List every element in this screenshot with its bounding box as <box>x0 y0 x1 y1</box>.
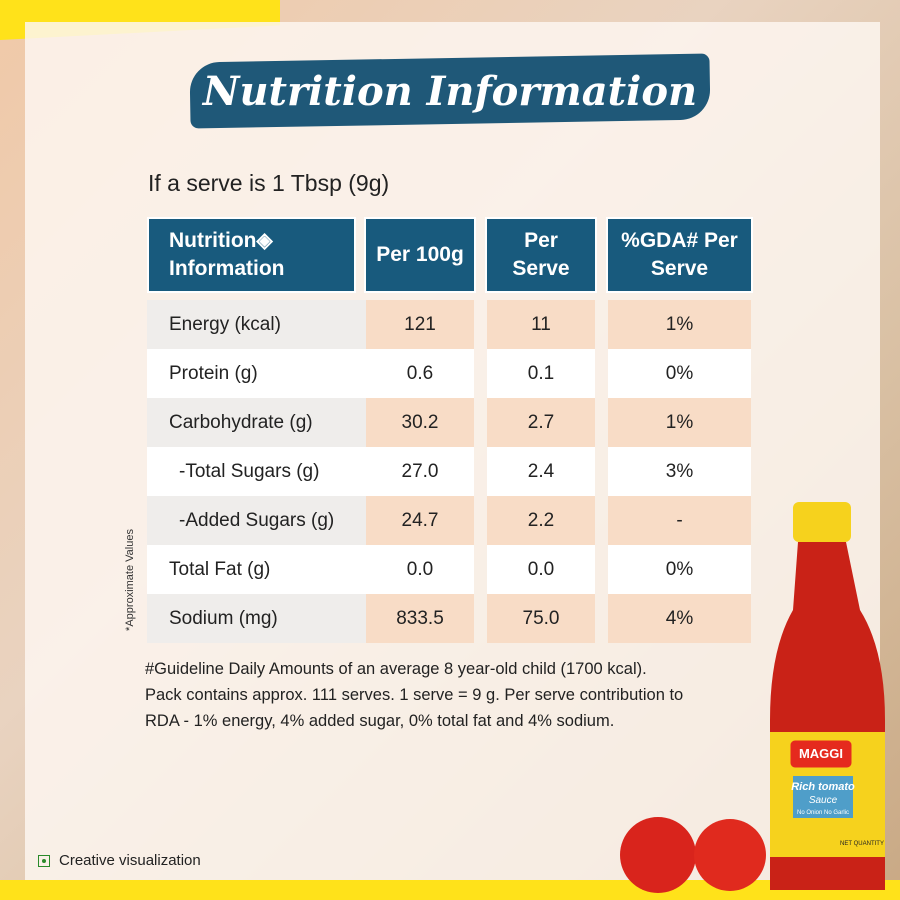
table-value: 2.7 <box>487 398 595 447</box>
table-value: 2.2 <box>487 496 595 545</box>
footnote-line: #Guideline Daily Amounts of an average 8… <box>145 660 647 678</box>
variant: Sauce <box>809 795 838 806</box>
table-header: Per 100g <box>364 217 476 293</box>
table-header: %GDA# Per Serve <box>606 217 753 293</box>
brand: MAGGI <box>799 746 843 761</box>
bottle-cap <box>793 502 851 542</box>
table-value: 833.5 <box>366 594 474 643</box>
table-value: 1% <box>608 398 751 447</box>
tomato <box>694 819 766 891</box>
table-value: 0.0 <box>487 545 595 594</box>
table-header: Per Serve <box>485 217 597 293</box>
footnote-line: RDA - 1% energy, 4% added sugar, 0% tota… <box>145 712 615 730</box>
title: Nutrition Information <box>202 67 698 115</box>
table-value: 75.0 <box>487 594 595 643</box>
product-name: Rich tomato <box>791 781 855 793</box>
serve-note: If a serve is 1 Tbsp (9g) <box>148 170 390 196</box>
table-value: 0% <box>608 349 751 398</box>
table-value: - <box>608 496 751 545</box>
table-value: 0.6 <box>366 349 474 398</box>
table-label: Total Fat (g) <box>147 545 366 594</box>
footnote: #Guideline Daily Amounts of an average 8… <box>145 656 683 734</box>
table-label: Carbohydrate (g) <box>147 398 366 447</box>
net: NET QUANTITY <box>840 841 884 847</box>
product-illustration: MAGGI Rich tomato Sauce No Onion No Garl… <box>620 502 885 893</box>
table-value: 27.0 <box>366 447 474 496</box>
table-value: 11 <box>487 300 595 349</box>
badge: Creative visualization <box>59 852 201 869</box>
table-label: -Added Sugars (g) <box>147 496 366 545</box>
table-label: -Total Sugars (g) <box>147 447 366 496</box>
table-value: 30.2 <box>366 398 474 447</box>
table-header: Nutrition◈ Information <box>147 217 356 293</box>
table-value: 24.7 <box>366 496 474 545</box>
label-panel <box>793 776 853 818</box>
table-label: Sodium (mg) <box>147 594 366 643</box>
tomato <box>620 817 696 893</box>
table-value: 2.4 <box>487 447 595 496</box>
table-value: 1% <box>608 300 751 349</box>
side-note: *Approximate Values <box>124 529 136 631</box>
table-value: 0.1 <box>487 349 595 398</box>
table-value: 3% <box>608 447 751 496</box>
table-value: 0.0 <box>366 545 474 594</box>
claim: No Onion No Garlic <box>797 810 849 816</box>
table-label: Protein (g) <box>147 349 366 398</box>
veg-icon <box>38 855 50 867</box>
brand-logo <box>789 739 853 769</box>
table-value: 121 <box>366 300 474 349</box>
table-label: Energy (kcal) <box>147 300 366 349</box>
table-value: 0% <box>608 545 751 594</box>
footnote-line: Pack contains approx. 111 serves. 1 serv… <box>145 686 684 704</box>
table-value: 4% <box>608 594 751 643</box>
